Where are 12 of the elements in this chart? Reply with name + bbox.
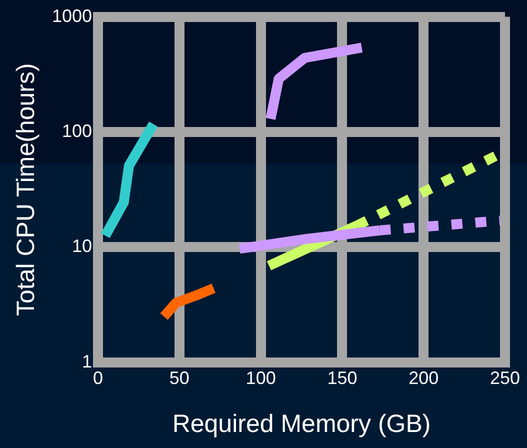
x-tick-label: 100 <box>246 368 276 388</box>
x-tick-label: 200 <box>408 368 439 388</box>
x-tick-label: 0 <box>93 368 104 388</box>
x-tick-label: 50 <box>169 368 190 388</box>
y-tick-label: 1000 <box>52 6 92 26</box>
y-axis-title: Total CPU Time(hours) <box>12 63 40 316</box>
x-axis-title: Required Memory (GB) <box>172 410 431 438</box>
x-tick-label: 250 <box>490 368 520 388</box>
y-tick-label: 10 <box>72 236 92 256</box>
y-tick-label: 100 <box>62 120 92 141</box>
y-tick-label: 1 <box>82 351 92 372</box>
x-tick-label: 150 <box>327 368 358 388</box>
